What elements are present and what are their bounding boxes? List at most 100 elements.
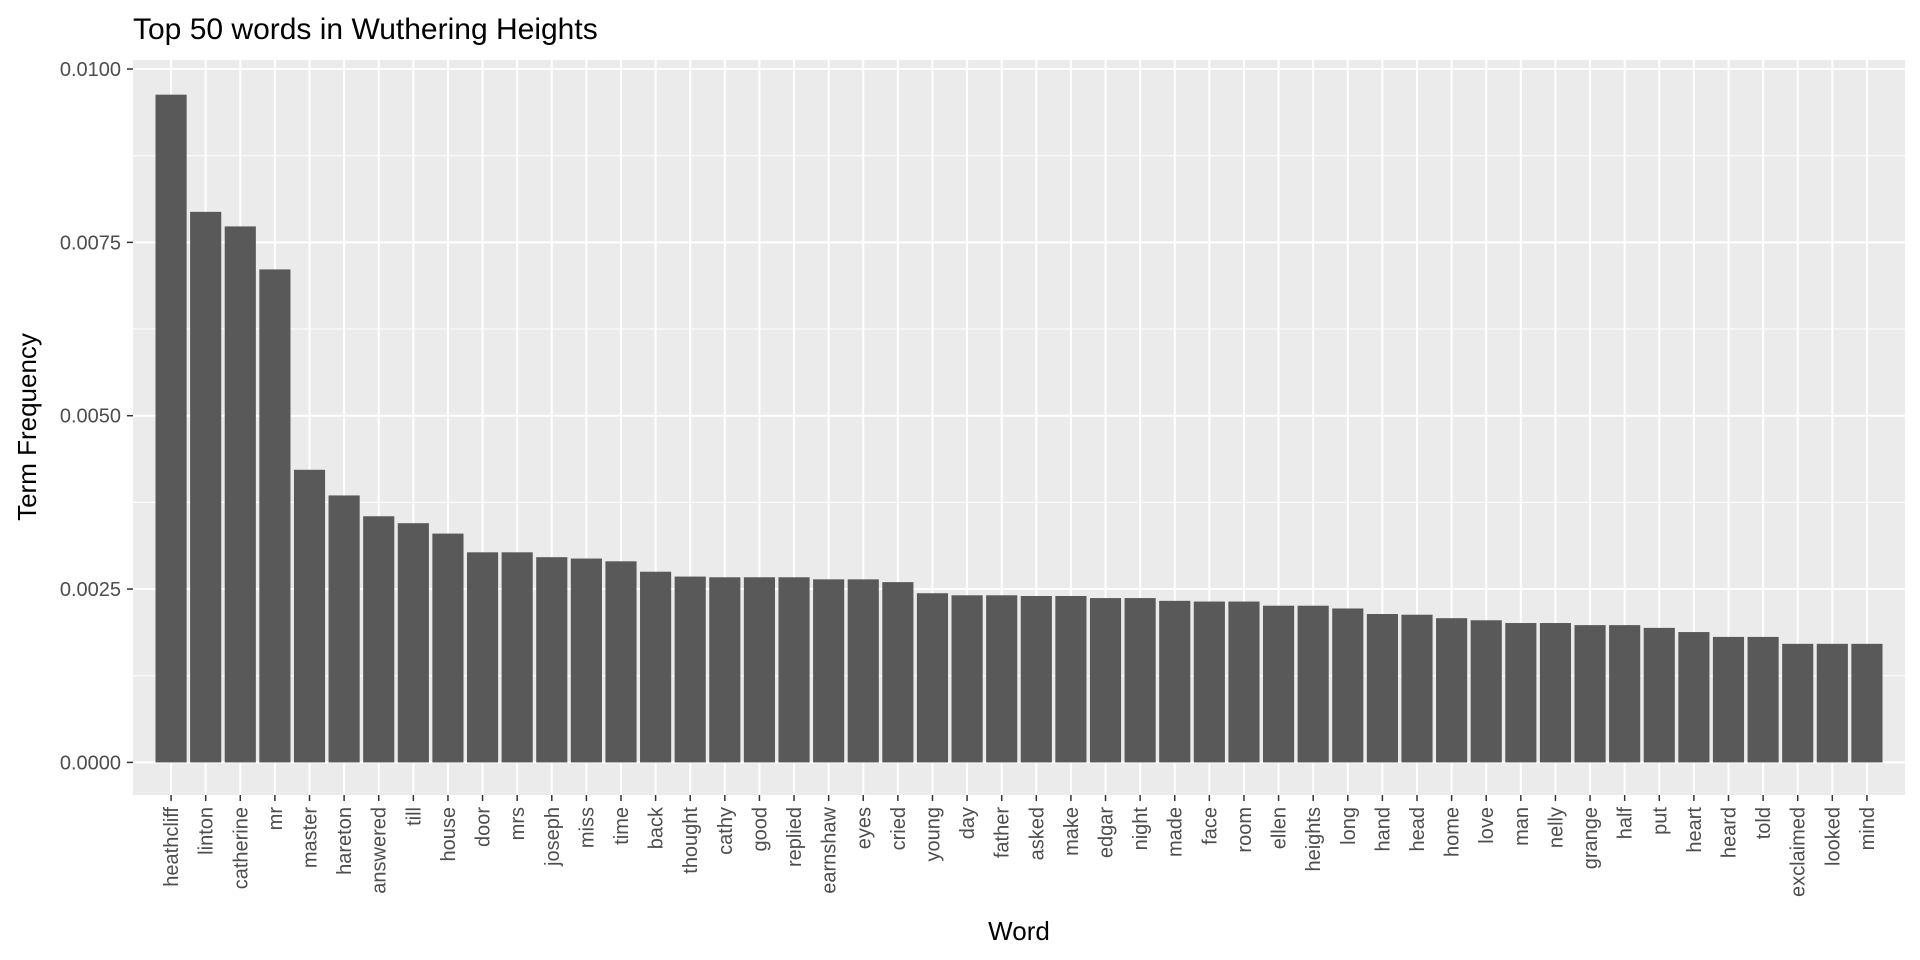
bar (605, 561, 637, 763)
x-tick-label: grange (1580, 807, 1602, 869)
x-tick-label: made (1165, 807, 1187, 857)
x-tick-label: mr (265, 807, 287, 831)
x-tick-label: room (1234, 807, 1256, 853)
x-tick-label: replied (784, 807, 806, 867)
bar (1643, 627, 1675, 763)
bar (293, 469, 326, 763)
x-tick-label: young (922, 807, 944, 862)
x-tick-label: night (1130, 807, 1152, 851)
y-tick-label: 0.0100 (60, 59, 121, 81)
x-tick-label: cried (888, 807, 910, 850)
bar (847, 579, 879, 763)
bar (640, 571, 672, 763)
bar (1609, 625, 1641, 763)
bar (951, 595, 983, 763)
y-tick-label: 0.0075 (60, 232, 121, 254)
x-tick-label: till (403, 807, 425, 826)
x-tick-label: thought (680, 807, 702, 874)
x-tick-label: house (438, 807, 460, 862)
bar (397, 523, 429, 763)
bar (501, 552, 533, 763)
x-tick-label: back (646, 806, 668, 849)
x-tick-label: told (1753, 807, 1775, 839)
bar (259, 269, 291, 763)
bar (1747, 636, 1779, 763)
bar (778, 577, 810, 763)
bar (155, 94, 187, 763)
bar (882, 582, 914, 763)
bars (155, 94, 1883, 763)
x-tick-label: master (300, 807, 322, 868)
x-tick-label: good (749, 807, 771, 852)
x-tick-label: half (1615, 807, 1637, 840)
y-tick-label: 0.0000 (60, 752, 121, 774)
x-tick-label: heart (1684, 807, 1706, 853)
x-tick-label: day (957, 807, 979, 839)
x-tick-label: love (1476, 807, 1498, 844)
bar (1782, 643, 1814, 763)
x-tick-label: catherine (230, 807, 252, 889)
y-tick-label: 0.0025 (60, 579, 121, 601)
x-tick-label: long (1338, 807, 1360, 845)
bar (1228, 601, 1260, 763)
y-tick-label: 0.0050 (60, 406, 121, 428)
bar (1678, 632, 1710, 763)
x-tick-label: hareton (334, 807, 356, 875)
bar (1712, 636, 1745, 763)
x-axis: heathcliff linton catherine mr master hareton… (161, 795, 1879, 897)
bar (813, 579, 845, 763)
y-axis: 0.0000 0.0025 0.0050 0.0075 0.0100 (60, 59, 133, 774)
bar (224, 226, 256, 763)
x-tick-label: time (611, 807, 633, 845)
x-tick-label: make (1061, 807, 1083, 856)
x-tick-label: face (1199, 807, 1221, 845)
bar (1436, 618, 1468, 763)
bar (1262, 605, 1295, 763)
bar (536, 557, 568, 763)
bar (1020, 595, 1052, 763)
bar (190, 211, 222, 763)
x-tick-label: asked (1026, 807, 1048, 860)
bar (1851, 643, 1883, 763)
x-tick-label: exclaimed (1788, 807, 1810, 897)
x-tick-label: answered (369, 807, 391, 894)
bar (328, 495, 360, 763)
bar (709, 577, 741, 763)
bar (1401, 614, 1433, 763)
x-axis-title: Word (988, 916, 1050, 946)
x-tick-label: put (1649, 807, 1671, 835)
bar (1574, 625, 1606, 763)
x-tick-label: looked (1822, 807, 1844, 866)
x-tick-label: man (1511, 807, 1533, 846)
bar (986, 595, 1018, 763)
bar (1539, 623, 1572, 763)
x-tick-label: heathcliff (161, 807, 183, 887)
bar (1193, 601, 1225, 763)
bar (432, 533, 464, 763)
bar (1297, 605, 1329, 763)
y-axis-title: Term Frequency (12, 333, 42, 521)
bar (743, 577, 776, 763)
x-tick-label: heard (1718, 807, 1740, 858)
bar (363, 516, 395, 763)
bar (674, 576, 706, 763)
bar (1470, 620, 1502, 763)
x-tick-label: mrs (507, 807, 529, 840)
bar (1124, 598, 1156, 763)
x-tick-label: miss (576, 807, 598, 848)
x-tick-label: mind (1857, 807, 1879, 850)
x-tick-label: heights (1303, 807, 1325, 872)
bar (1505, 623, 1537, 763)
bar (1055, 595, 1087, 763)
bar (466, 552, 499, 763)
bar (1816, 643, 1848, 763)
x-tick-label: father (992, 807, 1014, 858)
x-tick-label: nelly (1545, 807, 1567, 848)
x-tick-label: cathy (715, 807, 737, 855)
x-tick-label: hand (1372, 807, 1394, 852)
x-tick-label: linton (196, 807, 218, 855)
chart-title: Top 50 words in Wuthering Heights (133, 13, 598, 46)
x-tick-label: home (1442, 807, 1464, 857)
